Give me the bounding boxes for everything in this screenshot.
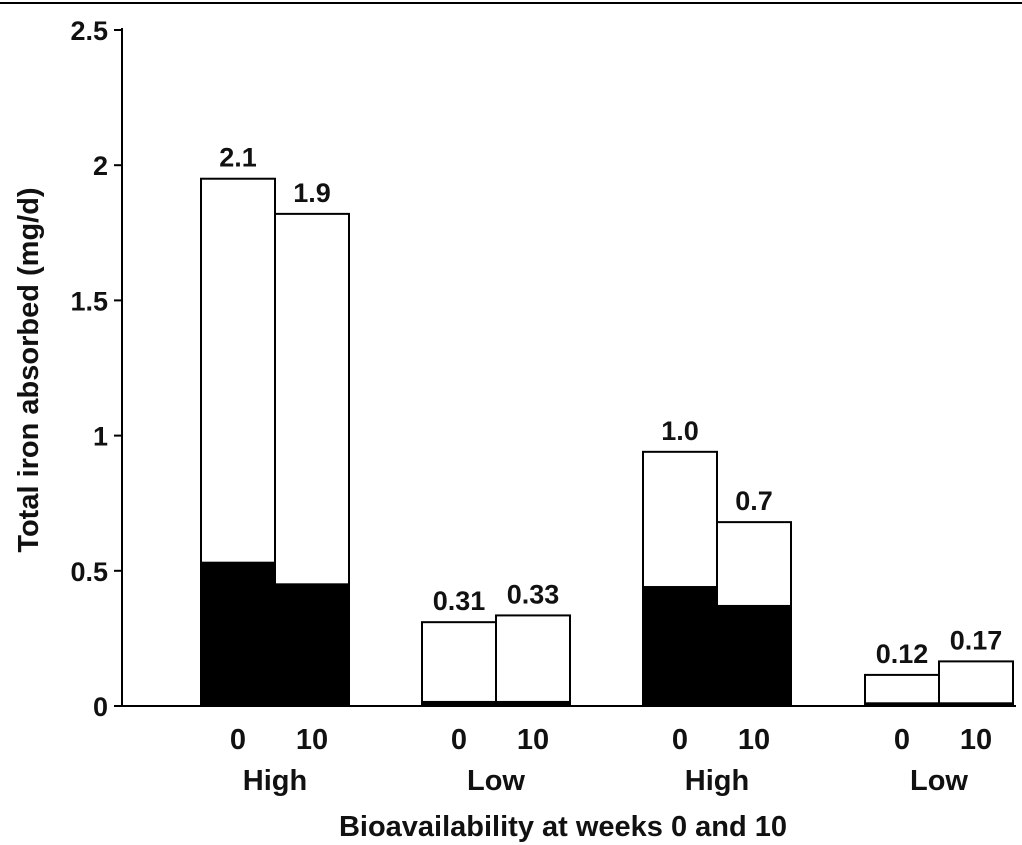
group-label: High: [243, 765, 307, 797]
bar-total: [938, 660, 1014, 707]
bar-filled-segment: [864, 702, 940, 708]
group-label: Low: [467, 765, 525, 797]
bar-data-label: 0.12: [876, 639, 929, 669]
bar-data-label: 2.1: [219, 143, 257, 173]
y-tick-label: 1: [93, 422, 108, 452]
bar-data-label: 0.31: [433, 586, 486, 616]
bar-filled-segment: [200, 561, 276, 707]
week-label: 10: [738, 724, 770, 756]
bar-total: [864, 673, 940, 707]
bar-data-label: 0.7: [735, 486, 773, 516]
bar-data-label: 0.33: [507, 579, 560, 609]
y-tick-label: 0: [93, 692, 108, 722]
bar-data-label: 1.9: [293, 178, 331, 208]
x-axis-title: Bioavailability at weeks 0 and 10: [339, 811, 787, 843]
y-tick-label: 2: [93, 151, 108, 181]
y-tick-label: 1.5: [70, 286, 108, 316]
week-label: 10: [517, 724, 549, 756]
bar-filled-segment: [274, 583, 350, 708]
bar-filled-segment: [495, 700, 571, 707]
week-label: 10: [960, 724, 992, 756]
week-label: 0: [894, 724, 910, 756]
bars: 2.1 1.9 0.31 0.33 1.0 0.7 0.12 0.17: [200, 143, 1014, 708]
bar-filled-segment: [421, 700, 497, 707]
bar-filled-segment: [716, 604, 792, 708]
week-label: 0: [230, 724, 246, 756]
y-tick-label: 2.5: [70, 16, 108, 46]
bar-total: [421, 621, 497, 708]
bar-total: [495, 614, 571, 708]
bar-data-label: 0.17: [950, 625, 1003, 655]
bar-filled-segment: [642, 586, 718, 707]
y-axis-title: Total iron absorbed (mg/d): [13, 187, 45, 552]
bar-filled-segment: [938, 702, 1014, 708]
week-label: 10: [296, 724, 328, 756]
y-tick-label: 0.5: [70, 557, 108, 587]
week-label: 0: [451, 724, 467, 756]
week-label: 0: [672, 724, 688, 756]
group-label: Low: [910, 765, 968, 797]
group-label: High: [685, 765, 749, 797]
bar-data-label: 1.0: [661, 416, 699, 446]
